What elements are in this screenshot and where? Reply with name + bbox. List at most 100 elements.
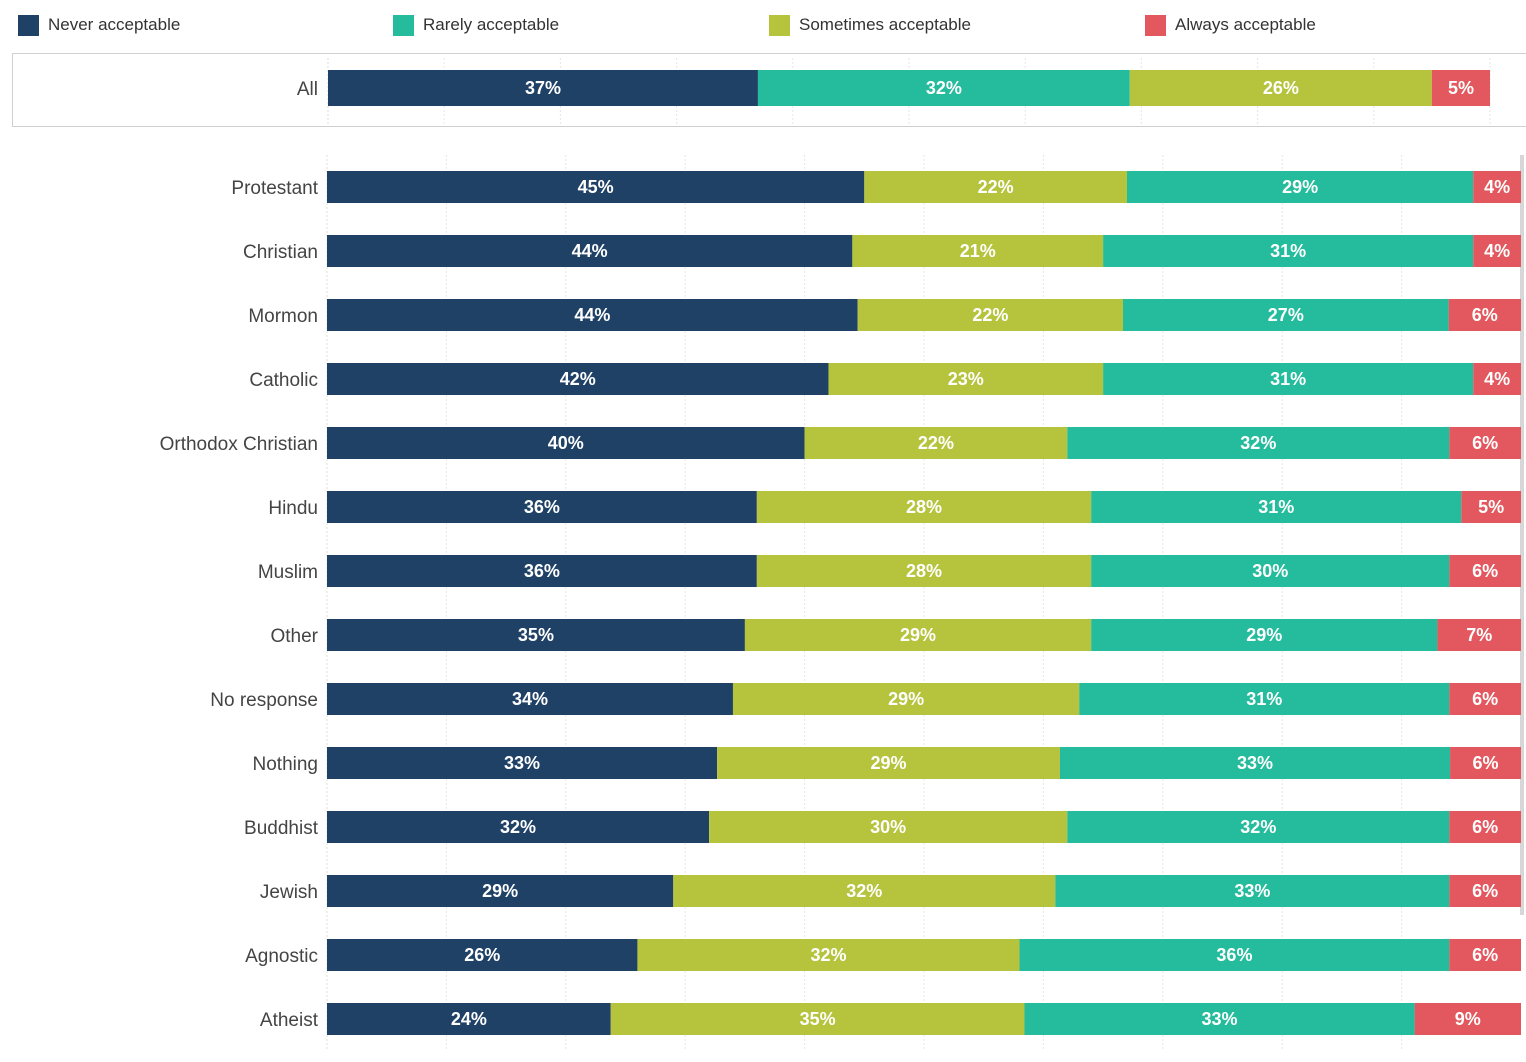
bar-row-muslim[interactable]: Muslim 36% 28% 30% 6% <box>258 555 1521 587</box>
data-label: 35% <box>800 1009 836 1029</box>
bar-segment-rarely[interactable] <box>1055 875 1450 907</box>
bar-segment-always[interactable] <box>1473 235 1521 267</box>
bar-segment-always[interactable] <box>1449 811 1521 843</box>
scrollbar-track[interactable] <box>1520 155 1524 915</box>
bar-segment-rarely[interactable] <box>1103 363 1474 395</box>
bar-segment-sometimes[interactable] <box>717 747 1060 779</box>
data-label: 32% <box>846 881 882 901</box>
legend-item-rarely[interactable]: Rarely acceptable <box>393 13 559 37</box>
bar-segment-rarely[interactable] <box>1103 235 1474 267</box>
bar-row-jewish[interactable]: Jewish 29% 32% 33% 6% <box>260 875 1521 907</box>
bar-segment-always[interactable] <box>1473 363 1521 395</box>
bar-segment-always[interactable] <box>1448 299 1521 331</box>
bar-segment-always[interactable] <box>1431 70 1490 106</box>
bar-segment-always[interactable] <box>1450 747 1521 779</box>
data-label: 31% <box>1258 497 1294 517</box>
bar-segment-rarely[interactable] <box>1019 939 1450 971</box>
bar-segment-always[interactable] <box>1473 171 1521 203</box>
bar-segment-sometimes[interactable] <box>709 811 1068 843</box>
legend-item-never[interactable]: Never acceptable <box>18 13 180 37</box>
bar-segment-always[interactable] <box>1461 491 1521 523</box>
bar-segment-rarely[interactable] <box>1091 555 1450 587</box>
bar-segment-rarely[interactable] <box>757 70 1130 106</box>
bar-row-no-response[interactable]: No response 34% 29% 31% 6% <box>210 683 1521 715</box>
bar-segment-sometimes[interactable] <box>852 235 1104 267</box>
bar-row-buddhist[interactable]: Buddhist 32% 30% 32% 6% <box>244 811 1521 843</box>
bar-segment-never[interactable] <box>327 619 745 651</box>
legend-item-sometimes[interactable]: Sometimes acceptable <box>769 13 971 37</box>
bar-segment-never[interactable] <box>327 299 858 331</box>
bar-row-atheist[interactable]: Atheist 24% 35% 33% 9% <box>260 1003 1521 1035</box>
data-label: 6% <box>1472 881 1498 901</box>
bar-segment-never[interactable] <box>327 1003 611 1035</box>
bar-segment-never[interactable] <box>327 235 853 267</box>
bar-segment-never[interactable] <box>327 491 757 523</box>
bar-row-agnostic[interactable]: Agnostic 26% 32% 36% 6% <box>245 939 1521 971</box>
category-label: All <box>297 79 318 100</box>
bar-segment-sometimes[interactable] <box>828 363 1104 395</box>
data-label: 31% <box>1270 241 1306 261</box>
bar-segment-sometimes[interactable] <box>732 683 1080 715</box>
bar-segment-sometimes[interactable] <box>610 1003 1025 1035</box>
bar-segment-sometimes[interactable] <box>673 875 1056 907</box>
data-label: 32% <box>500 817 536 837</box>
bar-segment-never[interactable] <box>327 555 757 587</box>
bar-row-catholic[interactable]: Catholic 42% 23% 31% 4% <box>249 363 1521 395</box>
bar-segment-always[interactable] <box>1449 427 1521 459</box>
bar-segment-never[interactable] <box>327 171 865 203</box>
bar-segment-always[interactable] <box>1449 555 1521 587</box>
bar-row-protestant[interactable]: Protestant 45% 22% 29% 4% <box>231 171 1521 203</box>
bar-segment-sometimes[interactable] <box>744 619 1092 651</box>
bar-segment-rarely[interactable] <box>1091 619 1438 651</box>
category-label: Orthodox Christian <box>160 434 318 455</box>
bar-segment-rarely[interactable] <box>1067 427 1450 459</box>
bar-segment-never[interactable] <box>327 683 733 715</box>
data-label: 31% <box>1270 369 1306 389</box>
bar-segment-always[interactable] <box>1449 875 1521 907</box>
bar-segment-never[interactable] <box>327 811 710 843</box>
bar-segment-always[interactable] <box>1449 683 1521 715</box>
data-label: 32% <box>926 78 962 98</box>
bar-segment-never[interactable] <box>327 427 805 459</box>
data-label: 23% <box>948 369 984 389</box>
bar-segment-rarely[interactable] <box>1091 491 1462 523</box>
bar-segment-never[interactable] <box>327 363 829 395</box>
bar-segment-never[interactable] <box>327 747 718 779</box>
bar-row-mormon[interactable]: Mormon 44% 22% 27% 6% <box>248 299 1521 331</box>
bar-segment-never[interactable] <box>328 70 758 106</box>
data-label: 9% <box>1455 1009 1481 1029</box>
legend-swatch-always <box>1145 14 1166 36</box>
bar-segment-always[interactable] <box>1437 619 1521 651</box>
bar-segment-rarely[interactable] <box>1126 171 1474 203</box>
legend-label-rarely: Rarely acceptable <box>423 15 560 34</box>
data-label: 5% <box>1448 78 1474 98</box>
bar-segment-rarely[interactable] <box>1079 683 1450 715</box>
bar-segment-rarely[interactable] <box>1123 299 1449 331</box>
bar-row-nothing[interactable]: Nothing 33% 29% 33% 6% <box>253 747 1522 779</box>
data-label: 4% <box>1484 177 1510 197</box>
bar-row-all[interactable]: All 37% 32% 26% 5% <box>297 70 1490 106</box>
data-label: 6% <box>1472 817 1498 837</box>
bar-segment-always[interactable] <box>1449 939 1521 971</box>
legend-item-always[interactable]: Always acceptable <box>1145 13 1316 37</box>
bar-segment-rarely[interactable] <box>1024 1003 1415 1035</box>
data-label: 4% <box>1484 369 1510 389</box>
data-label: 35% <box>518 625 554 645</box>
bar-segment-sometimes[interactable] <box>1129 70 1432 106</box>
bar-segment-always[interactable] <box>1414 1003 1521 1035</box>
bar-segment-sometimes[interactable] <box>637 939 1020 971</box>
bar-segment-sometimes[interactable] <box>756 491 1092 523</box>
data-label: 36% <box>524 561 560 581</box>
bar-segment-sometimes[interactable] <box>756 555 1092 587</box>
bar-row-christian[interactable]: Christian 44% 21% 31% 4% <box>243 235 1521 267</box>
bar-row-orthodox-christian[interactable]: Orthodox Christian 40% 22% 32% 6% <box>160 427 1521 459</box>
bar-segment-sometimes[interactable] <box>864 171 1127 203</box>
bar-row-other[interactable]: Other 35% 29% 29% 7% <box>270 619 1521 651</box>
bar-segment-rarely[interactable] <box>1067 811 1450 843</box>
bar-segment-sometimes[interactable] <box>804 427 1068 459</box>
bar-segment-never[interactable] <box>327 939 638 971</box>
bar-segment-sometimes[interactable] <box>857 299 1123 331</box>
bar-row-hindu[interactable]: Hindu 36% 28% 31% 5% <box>268 491 1521 523</box>
bar-segment-rarely[interactable] <box>1059 747 1451 779</box>
bar-segment-never[interactable] <box>327 875 674 907</box>
